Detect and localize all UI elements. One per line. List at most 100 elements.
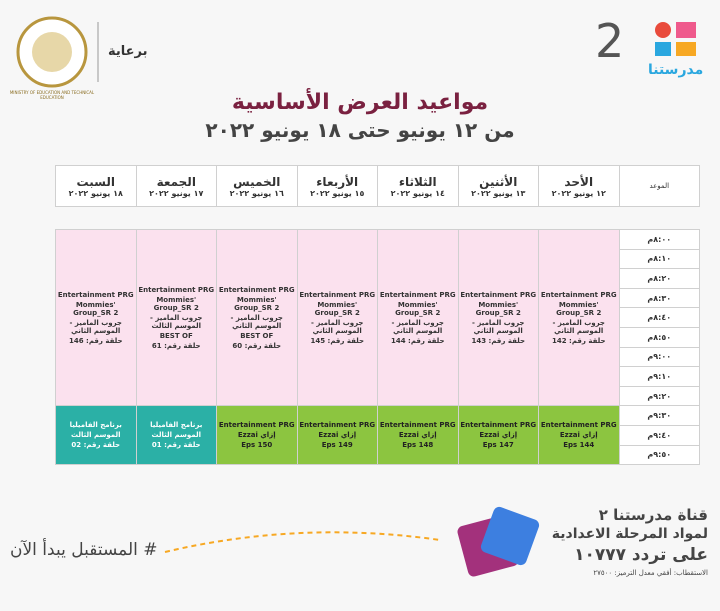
logo-name: مدرستنا [648,62,704,78]
program-line: BEST OF [159,331,193,340]
title: مواعيد العرض الأساسية [231,90,489,115]
program-line: إزاي Ezzai [559,431,598,440]
program-line: Entertainment PRG [379,421,456,430]
day-header: الأربعاء ١٥ يونيو ٢٠٢٢ [296,165,378,207]
time: ٨:٠٠م [618,229,700,250]
day-date: ١٥ يونيو ٢٠٢٢ [310,188,365,198]
day-date: ١٧ يونيو ٢٠٢٢ [149,188,204,198]
program-line: Entertainment PRG [540,421,617,430]
program-line: حلقة رقم: 02 [71,441,121,450]
time: ٨:٣٠م [618,287,700,309]
program-line: إزاي Ezzai [237,431,276,440]
time: ٩:٥٠م [618,444,700,466]
time: ٨:٤٠م [618,307,700,328]
program-line: حلقة رقم: 01 [151,441,201,450]
day-name: السبت [76,174,115,189]
time: ٩:٠٠م [618,346,700,368]
seal-text: MINISTRY OF EDUCATION AND TECHNICAL EDUC… [9,90,95,100]
program-line: Mommies' Group_SR 2 [395,300,441,317]
logo-number: 2 [595,14,625,68]
program-line: Entertainment PRG [218,285,295,294]
time-row: ٨:٣٠م [56,287,700,309]
program-cell: Entertainment PRG Mommies' Group_SR 2 جروب… [377,228,459,407]
program-line: جروب الماميز - الموسم الثاني [69,318,122,335]
program-cell: برنامج الفاميليا الموسم الثالث حلقة رقم: 0… [55,405,137,466]
program-line: جروب الماميز - الموسم الثاني [552,318,605,335]
day-name: الثلاثاء [398,174,437,189]
seal-center [32,32,72,72]
day-header: الأحد ١٢ يونيو ٢٠٢٢ [538,165,620,207]
program-line: الموسم الثالث [151,431,201,440]
day-name: الأحد [564,174,594,189]
program-line: حلقة رقم: 145 [310,336,365,345]
day-header: الخميس ١٦ يونيو ٢٠٢٢ [216,165,298,207]
program-line: جروب الماميز - الموسم الثالث [150,313,203,330]
program-cell: Entertainment PRG Mommies' Group_SR 2 جروب… [457,228,539,407]
program-line: جروب الماميز - الموسم الثاني [230,313,283,330]
program-line: جروب الماميز - الموسم الثاني [311,318,364,335]
program-line: جروب الماميز - الموسم الثاني [391,318,444,335]
day-name: الأثنين [479,174,518,189]
time-row: ٨:٥٠م [56,326,700,348]
program-cell: Entertainment PRG إزاي Ezzai Eps 148 [377,405,459,466]
program-line: حلقة رقم: 143 [471,336,526,345]
program-line: Entertainment PRG [218,421,295,430]
time-row: ٩:١٠م [56,366,700,387]
dashed-line [164,531,441,553]
program-line: Mommies' Group_SR 2 [234,295,280,312]
subtitle: من ١٢ يونيو حتى ١٨ يونيو ٢٠٢٢ [205,118,515,142]
program-line: جروب الماميز - الموسم الثاني [472,318,525,335]
day-date: ١٤ يونيو ٢٠٢٢ [390,188,445,198]
program-cell: Entertainment PRG Mommies' Group_SR 2 جروب… [216,228,298,407]
program-line: Eps 144 [563,441,595,450]
day-date: ١٦ يونيو ٢٠٢٢ [229,188,284,198]
sponsor: برعاية [108,44,148,59]
logo-block [655,42,671,56]
day-date: ١٨ يونيو ٢٠٢٢ [68,188,123,198]
program-cell: Entertainment PRG Mommies' Group_SR 2 جروب… [296,228,378,407]
day-name: الخميس [233,174,281,189]
program-cell: Entertainment PRG إزاي Ezzai Eps 147 [457,405,539,466]
program-line: Entertainment PRG [57,290,134,299]
header-row: الموعد الأحد ١٢ يونيو ٢٠٢٢ الأثنين ١٣ يونيو … [55,165,700,207]
gap [56,207,700,230]
time-row: ٨:١٠م [56,248,700,270]
program-line: Eps 148 [402,441,434,450]
program-cell: Entertainment PRG إزاي Ezzai Eps 149 [296,405,378,466]
program-line: Eps 147 [482,441,514,450]
day-header: الأثنين ١٣ يونيو ٢٠٢٢ [457,165,539,207]
program-line: حلقة رقم: 142 [551,336,606,345]
day-date: ١٣ يونيو ٢٠٢٢ [471,188,526,198]
program-line: BEST OF [240,331,274,340]
day-date: ١٢ يونيو ٢٠٢٢ [551,188,606,198]
program-line: إزاي Ezzai [318,431,357,440]
program-line: حلقة رقم: 61 [151,341,201,350]
program-line: Eps 149 [321,441,353,450]
time-row: ٨:٠٠م Entertainment PRG Mommies' Group_SR … [55,228,700,407]
time-row: ٩:٤٠م [56,424,700,446]
program-line: برنامج الفاميليا [150,421,203,430]
time: ٨:٥٠م [618,326,700,348]
program-line: حلقة رقم: 144 [390,336,445,345]
time: ٩:٣٠م [618,405,700,426]
program-cell: Entertainment PRG Mommies' Group_SR 2 جروب… [538,228,620,407]
frequency: على تردد ١٠٧٧٧ [574,545,708,565]
program-cell: برنامج الفاميليا الموسم الثالث حلقة رقم: 0… [135,405,217,466]
program-line: Eps 150 [241,441,273,450]
day-header: الثلاثاء ١٤ يونيو ٢٠٢٢ [377,165,459,207]
program-line: Entertainment PRG [460,290,537,299]
time: ٩:٢٠م [618,385,700,407]
time: ٨:١٠م [618,248,700,270]
day-header: السبت ١٨ يونيو ٢٠٢٢ [55,165,137,207]
program-line: إزاي Ezzai [398,431,437,440]
time-row: ٩:٥٠م [56,444,700,466]
day-header: الجمعة ١٧ يونيو ٢٠٢٢ [135,165,217,207]
program-cell: Entertainment PRG Mommies' Group_SR 2 جروب… [135,228,217,407]
program-line: Mommies' Group_SR 2 [475,300,521,317]
program-line: Entertainment PRG [299,421,376,430]
program-line: Mommies' Group_SR 2 [556,300,602,317]
program-line: برنامج الفاميليا [69,421,122,430]
logo-block [676,22,696,38]
schedule-table: الموعد الأحد ١٢ يونيو ٢٠٢٢ الأثنين ١٣ يونيو … [55,165,700,466]
time-row: ٨:٤٠م [56,307,700,328]
